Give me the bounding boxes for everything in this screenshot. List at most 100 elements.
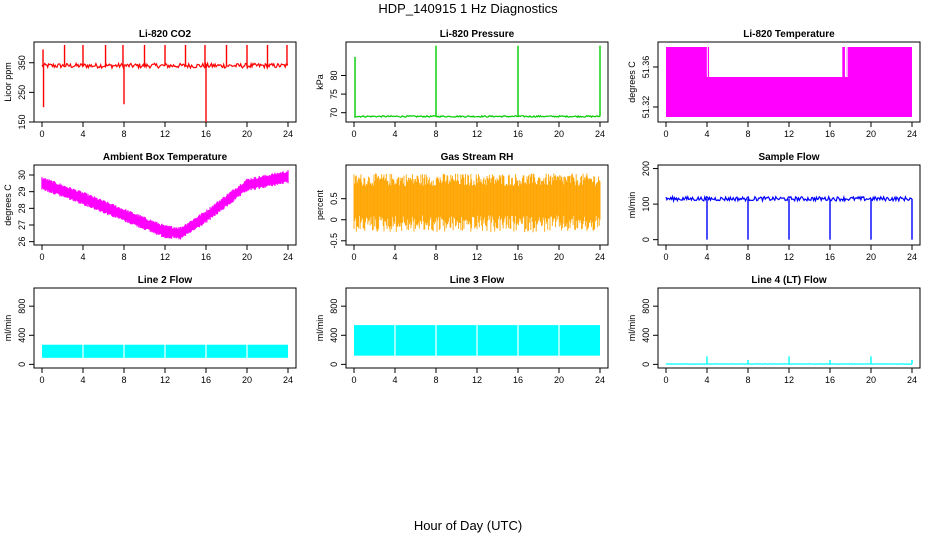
- y-axis-label: ml/min: [315, 315, 325, 342]
- chart-title: Line 4 (LT) Flow: [751, 275, 827, 286]
- y-tick-label: 75: [329, 89, 339, 99]
- y-axis-label: degrees C: [3, 184, 13, 226]
- x-tick-label: 12: [472, 129, 482, 139]
- y-axis-label: degrees C: [627, 61, 637, 103]
- chart-panel-1: Li-820 CO2 Licor ppm 0 4 8 12 16 20 24 150 250 350: [3, 29, 297, 139]
- y-tick-label: 100: [641, 197, 651, 212]
- x-tick-label: 24: [283, 129, 293, 139]
- chart-panel-7: Line 2 Flow ml/min 0 4 8 12 16 20 24 0 400 800: [3, 275, 297, 385]
- chart-title: Li-820 Temperature: [743, 29, 835, 40]
- x-tick-label: 20: [554, 129, 564, 139]
- x-tick-label: 12: [160, 129, 170, 139]
- x-tick-label: 16: [825, 129, 835, 139]
- y-tick-label: 0: [329, 362, 339, 367]
- y-tick-label: 400: [17, 328, 27, 343]
- x-tick-label: 20: [242, 129, 252, 139]
- x-tick-label: 16: [513, 375, 523, 385]
- y-tick-label: -0.5: [329, 233, 339, 249]
- x-tick-label: 0: [351, 375, 356, 385]
- x-tick-label: 4: [80, 252, 85, 262]
- x-tick-label: 4: [704, 375, 709, 385]
- x-tick-label: 20: [866, 252, 876, 262]
- chart-panel-3: Li-820 Temperature degrees C 0 4 8 12 16 20 24 51…: [627, 29, 921, 139]
- x-tick-label: 0: [39, 129, 44, 139]
- x-tick-label: 8: [121, 129, 126, 139]
- y-tick-label: 800: [329, 299, 339, 314]
- x-tick-label: 4: [392, 252, 397, 262]
- x-tick-label: 16: [513, 129, 523, 139]
- x-tick-label: 16: [513, 252, 523, 262]
- y-tick-label: 800: [641, 299, 651, 314]
- x-axis-label: Hour of Day (UTC): [413, 518, 523, 533]
- y-tick-label: 400: [329, 328, 339, 343]
- y-tick-label: 30: [17, 170, 27, 180]
- x-tick-label: 12: [784, 129, 794, 139]
- y-tick-label: 27: [17, 220, 27, 230]
- x-tick-label: 4: [392, 375, 397, 385]
- x-tick-label: 24: [595, 252, 605, 262]
- band-notch: [709, 47, 843, 77]
- x-tick-label: 0: [663, 129, 668, 139]
- x-tick-label: 0: [663, 375, 668, 385]
- x-tick-label: 16: [825, 375, 835, 385]
- x-tick-label: 12: [472, 375, 482, 385]
- x-tick-label: 8: [121, 252, 126, 262]
- x-tick-label: 8: [121, 375, 126, 385]
- chart-panel-2: Li-820 Pressure kPa 0 4 8 12 16 20 24 70 75 80: [315, 29, 609, 139]
- x-tick-label: 24: [907, 375, 917, 385]
- y-tick-label: 28: [17, 203, 27, 213]
- x-tick-label: 4: [80, 129, 85, 139]
- chart-title: Ambient Box Temperature: [103, 152, 228, 163]
- y-axis-label: ml/min: [3, 315, 13, 342]
- plot-frame: [657, 287, 921, 369]
- y-tick-label: 0: [641, 362, 651, 367]
- series-line: [353, 114, 601, 119]
- y-tick-label: 51.36: [641, 56, 651, 79]
- x-tick-label: 4: [392, 129, 397, 139]
- y-axis-label: ml/min: [627, 192, 637, 219]
- x-tick-label: 24: [283, 252, 293, 262]
- x-tick-label: 8: [745, 252, 750, 262]
- chart-panel-6: Sample Flow ml/min 0 4 8 12 16 20 24 0 100 200: [627, 152, 921, 262]
- y-axis-label: percent: [315, 189, 325, 220]
- y-tick-label: 200: [641, 161, 651, 176]
- x-tick-label: 24: [907, 252, 917, 262]
- x-tick-label: 12: [160, 375, 170, 385]
- x-tick-label: 12: [784, 375, 794, 385]
- x-tick-label: 12: [472, 252, 482, 262]
- y-tick-label: 0: [641, 237, 651, 242]
- chart-title: Gas Stream RH: [441, 152, 514, 163]
- chart-title: Li-820 CO2: [139, 29, 192, 40]
- y-tick-label: 51.32: [641, 96, 651, 119]
- x-tick-label: 16: [201, 252, 211, 262]
- x-tick-label: 20: [866, 129, 876, 139]
- chart-title: Sample Flow: [758, 152, 819, 163]
- chart-panel-5: Gas Stream RH percent 0 4 8 12 16 20 24 -0.5 0 0.5: [315, 152, 609, 262]
- chart-title: Li-820 Pressure: [440, 29, 515, 40]
- x-tick-label: 0: [351, 129, 356, 139]
- x-tick-label: 0: [351, 252, 356, 262]
- y-tick-label: 80: [329, 70, 339, 80]
- x-tick-label: 8: [745, 375, 750, 385]
- x-tick-label: 8: [745, 129, 750, 139]
- x-tick-label: 4: [704, 129, 709, 139]
- chart-title: Line 3 Flow: [450, 275, 505, 286]
- y-tick-label: 250: [17, 85, 27, 100]
- x-tick-label: 24: [595, 375, 605, 385]
- y-axis-label: ml/min: [627, 315, 637, 342]
- x-tick-label: 12: [160, 252, 170, 262]
- x-tick-label: 20: [554, 252, 564, 262]
- y-tick-label: 800: [17, 299, 27, 314]
- x-tick-label: 20: [242, 375, 252, 385]
- x-tick-label: 8: [433, 252, 438, 262]
- x-tick-label: 24: [283, 375, 293, 385]
- x-tick-label: 20: [242, 252, 252, 262]
- y-tick-label: 150: [17, 114, 27, 129]
- x-tick-label: 20: [554, 375, 564, 385]
- x-tick-label: 20: [866, 375, 876, 385]
- y-tick-label: 29: [17, 187, 27, 197]
- x-tick-label: 4: [80, 375, 85, 385]
- y-tick-label: 0: [17, 362, 27, 367]
- x-tick-label: 4: [704, 252, 709, 262]
